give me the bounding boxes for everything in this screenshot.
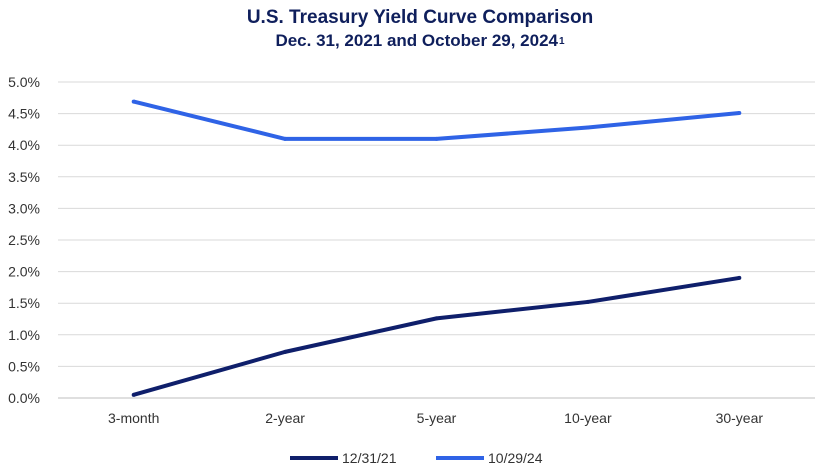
x-tick-label: 5-year: [417, 410, 457, 426]
series-line-2: [133, 99, 740, 141]
x-tick-label: 2-year: [265, 410, 305, 426]
y-tick-label: 5.0%: [8, 74, 40, 90]
x-tick-label: 3-month: [108, 410, 159, 426]
data-point: [585, 125, 590, 130]
data-point: [283, 349, 288, 354]
y-tick-label: 4.0%: [8, 137, 40, 153]
data-point: [283, 136, 288, 141]
data-point: [131, 99, 136, 104]
legend-label-2: 10/29/24: [488, 450, 543, 466]
y-tick-label: 2.5%: [8, 232, 40, 248]
data-point: [585, 299, 590, 304]
data-point: [434, 316, 439, 321]
data-point: [737, 275, 742, 280]
data-point: [737, 110, 742, 115]
chart-title: U.S. Treasury Yield Curve Comparison: [246, 7, 594, 28]
footnote-marker: 1: [559, 36, 565, 47]
chart-subtitle: Dec. 31, 2021 and October 29, 2024: [275, 31, 558, 50]
y-tick-label: 4.5%: [8, 106, 40, 122]
x-tick-label: 30-year: [716, 410, 764, 426]
y-tick-label: 3.0%: [8, 200, 40, 216]
x-tick-label: 10-year: [564, 410, 612, 426]
chart-title-block: U.S. Treasury Yield Curve Comparison Dec…: [0, 6, 840, 52]
data-point: [131, 392, 136, 397]
chart-subtitle-line: Dec. 31, 2021 and October 29, 20241: [0, 30, 840, 52]
data-point: [434, 136, 439, 141]
y-tick-label: 3.5%: [8, 169, 40, 185]
y-tick-label: 0.0%: [8, 390, 40, 406]
y-tick-label: 1.5%: [8, 295, 40, 311]
y-tick-label: 2.0%: [8, 264, 40, 280]
legend-label-1: 12/31/21: [342, 450, 397, 466]
y-tick-label: 0.5%: [8, 358, 40, 374]
y-tick-label: 1.0%: [8, 327, 40, 343]
series-line-1: [133, 275, 740, 397]
